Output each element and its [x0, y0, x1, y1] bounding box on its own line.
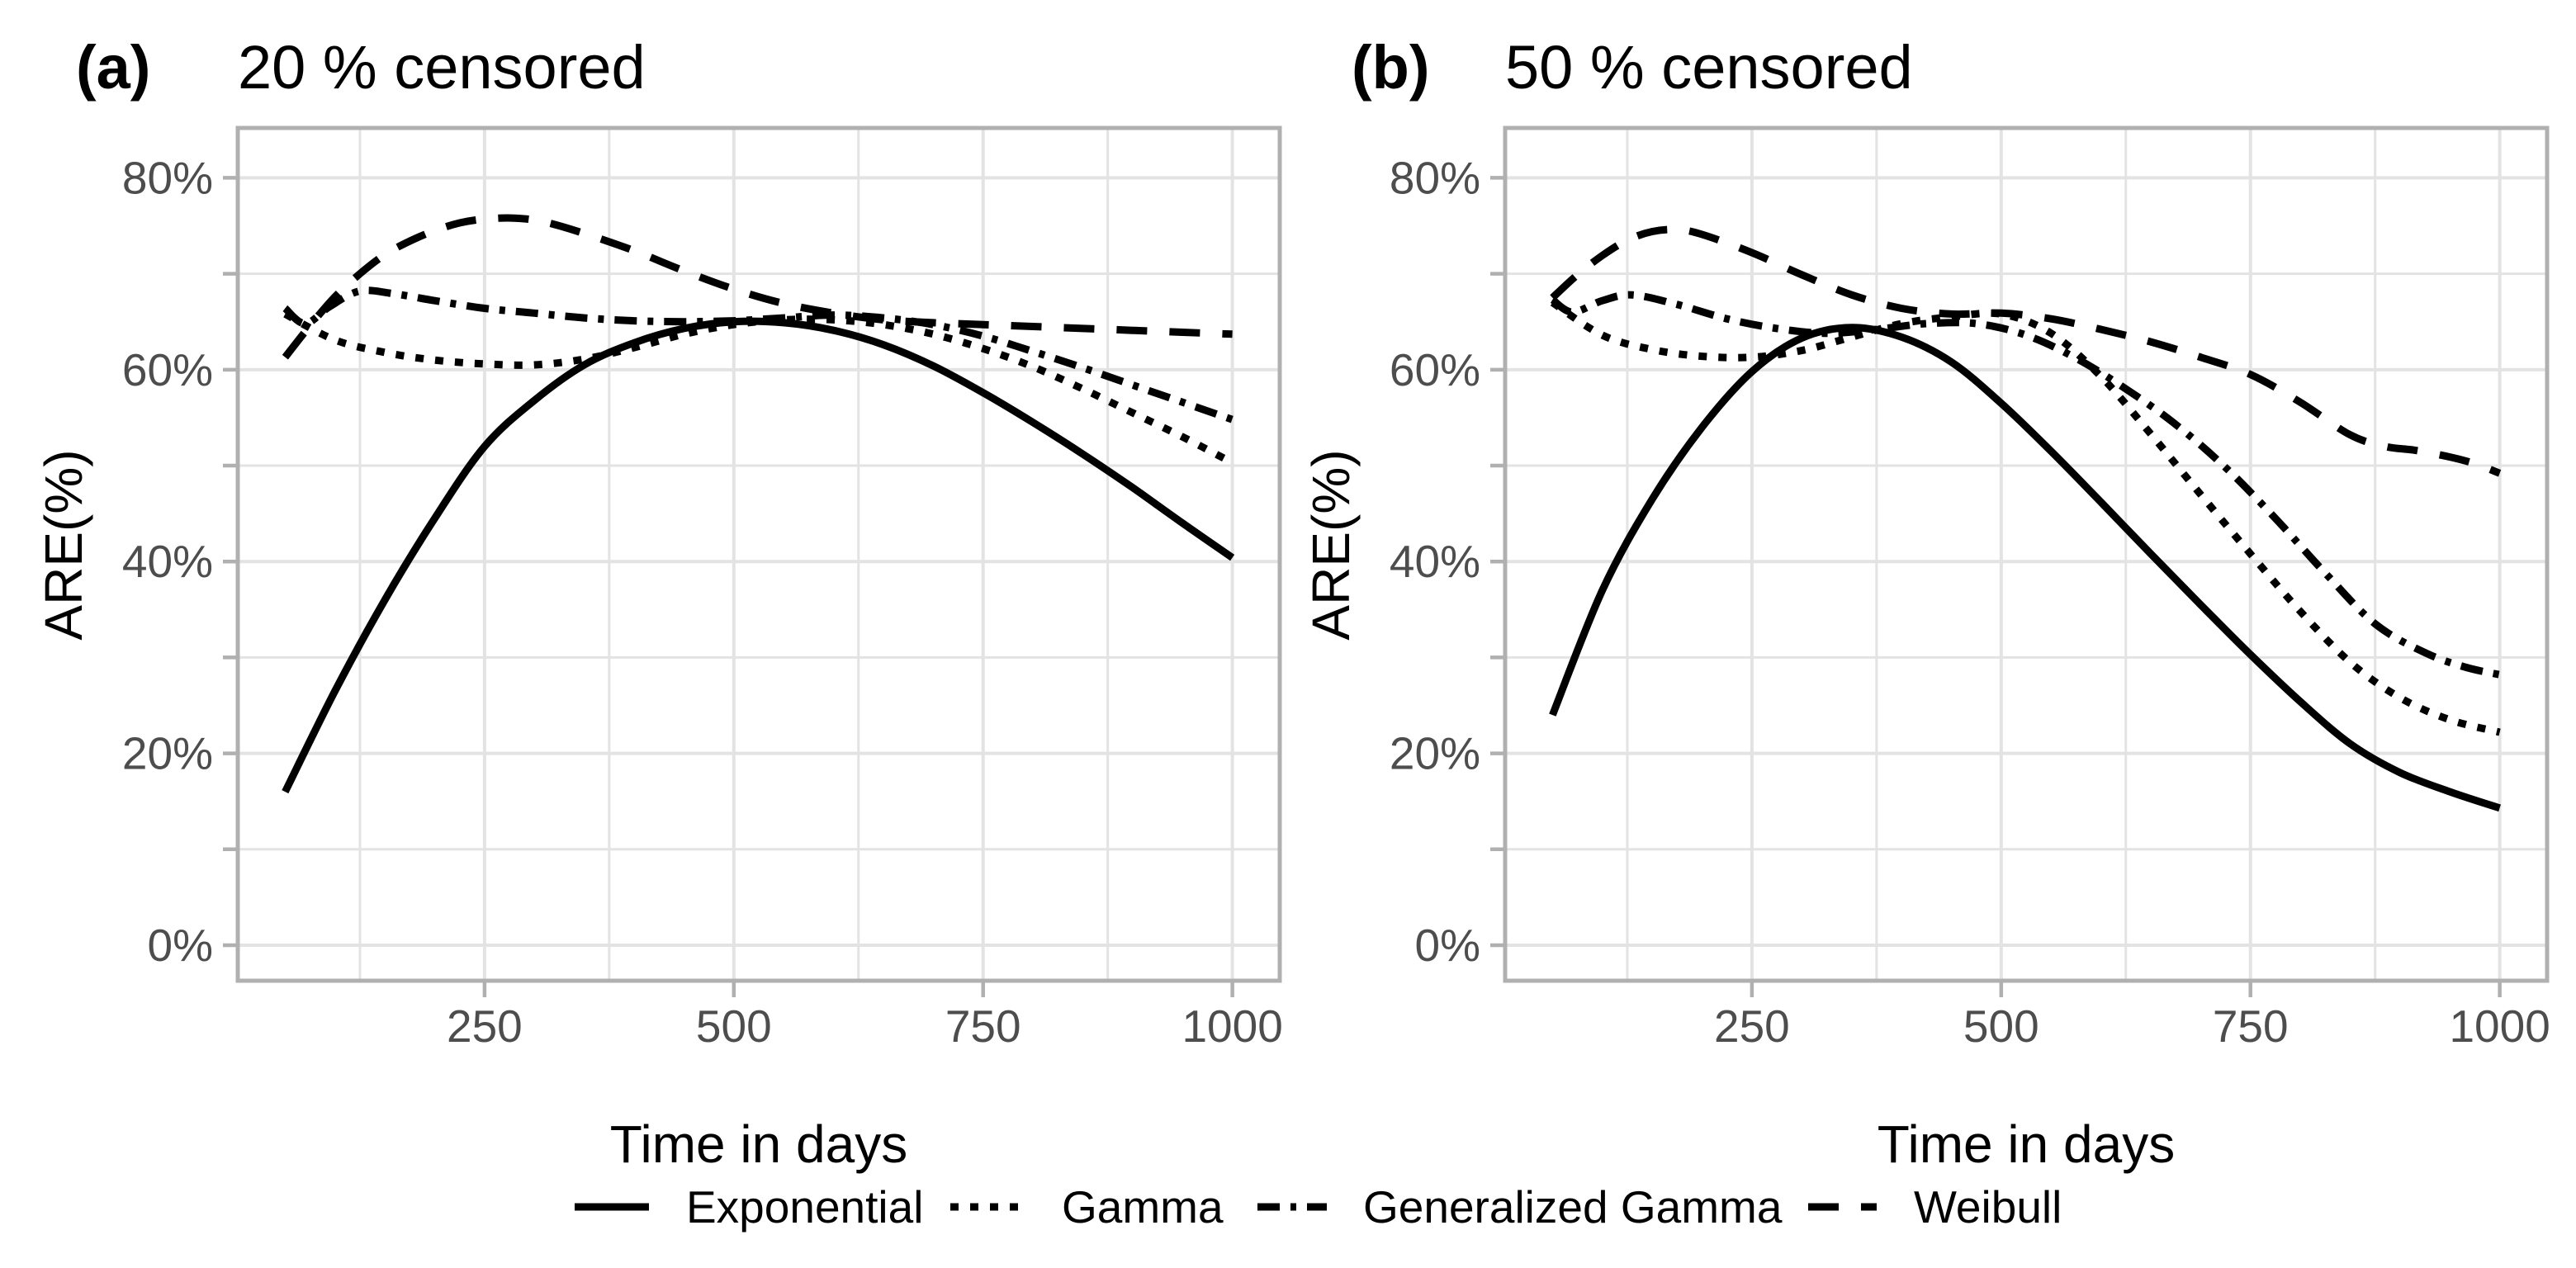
y-tick-label: 80%: [122, 152, 213, 203]
x-tick-label: 500: [1963, 1001, 2039, 1052]
panel-a-tag: (a): [76, 33, 150, 102]
y-tick-label: 0%: [148, 920, 214, 971]
legend-label-gamma: Gamma: [1062, 1181, 1224, 1233]
legend-label-exponential: Exponential: [686, 1181, 923, 1233]
y-tick-label: 40%: [122, 536, 213, 587]
panel-b-tag: (b): [1352, 33, 1430, 102]
x-axis-title-panel-b: Time in days: [1878, 1114, 2175, 1174]
y-tick-label: 60%: [1390, 344, 1480, 395]
x-tick-label: 250: [1714, 1001, 1790, 1052]
y-tick-label: 80%: [1390, 152, 1480, 203]
panel-a-title: 20 % censored: [238, 33, 646, 102]
x-tick-label: 500: [696, 1001, 772, 1052]
y-tick-label: 60%: [122, 344, 213, 395]
y-tick-label: 20%: [1390, 728, 1480, 779]
panel-border: [235, 125, 1282, 983]
x-tick-label: 1000: [2449, 1001, 2550, 1052]
panel-b: 250 500 750 1000 0% 20% 40% 60% 80%: [1390, 125, 2550, 1052]
series-gamma-curve: [1550, 299, 2501, 736]
x-tick-label: 750: [945, 1001, 1021, 1052]
series-weibull-curve: [1550, 225, 2502, 477]
y-tick-label: 40%: [1390, 536, 1480, 587]
y-axis-title-panel-a: ARE(%): [34, 449, 93, 640]
legend-label-generalized-gamma: Generalized Gamma: [1363, 1181, 1783, 1233]
x-tick-label: 250: [447, 1001, 523, 1052]
series-gamma-curve: [283, 310, 1234, 466]
x-axis-title-panel-a: Time in days: [610, 1114, 907, 1174]
panel-border: [1503, 125, 2550, 983]
series-exponential-curve: [282, 317, 1235, 794]
y-tick-label: 0%: [1415, 920, 1481, 971]
series-exponential-curve: [1549, 324, 2501, 812]
series-generalized-gamma-curve: [282, 286, 1234, 423]
y-tick-label: 20%: [122, 728, 213, 779]
panels-group: 250 500 750 1000 0% 20% 40% 60% 80% 250 500 750 1000…: [122, 125, 2550, 1052]
legend-label-weibull: Weibull: [1914, 1181, 2062, 1233]
x-tick-label: 1000: [1181, 1001, 1282, 1052]
legend: Exponential Gamma Generalized Gamma Weibull: [575, 1181, 2062, 1233]
panel-a: 250 500 750 1000 0% 20% 40% 60% 80%: [122, 125, 1283, 1052]
y-axis-title-panel-b: ARE(%): [1301, 449, 1361, 640]
x-tick-label: 750: [2213, 1001, 2289, 1052]
series-generalized-gamma-curve: [1550, 291, 2501, 679]
panel-b-title: 50 % censored: [1505, 33, 1913, 102]
series-weibull-curve: [282, 214, 1233, 360]
